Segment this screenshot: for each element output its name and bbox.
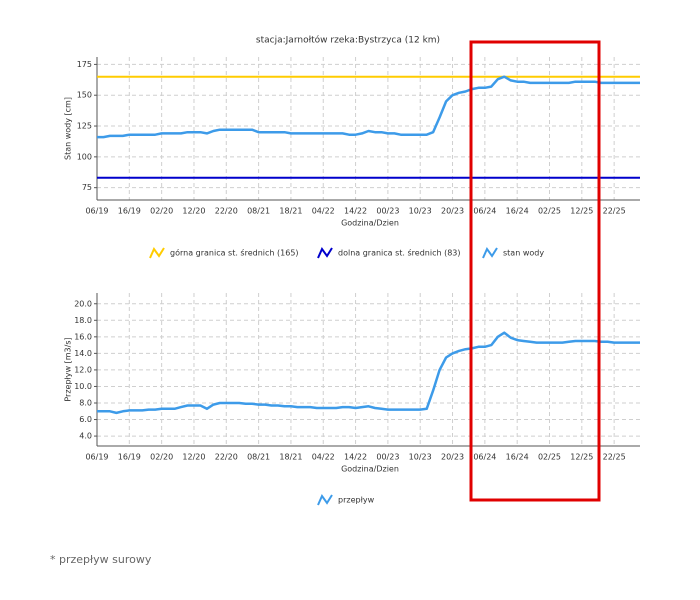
y-tick-label: 16.0 <box>74 332 92 341</box>
y-axis-label: Stan wody [cm] <box>64 97 73 160</box>
x-tick-label: 02/25 <box>538 207 561 216</box>
x-tick-label: 06/19 <box>85 207 108 216</box>
legend-label: dolna granica st. średnich (83) <box>338 248 461 258</box>
x-tick-label: 22/25 <box>603 453 626 462</box>
y-tick-label: 20.0 <box>74 299 92 308</box>
x-tick-label: 16/19 <box>118 207 141 216</box>
legend-icon <box>149 246 165 259</box>
legend-icon <box>482 246 498 259</box>
y-axis-label: Przepływ [m3/s] <box>64 337 73 401</box>
x-tick-label: 16/19 <box>118 453 141 462</box>
data-line <box>97 75 640 139</box>
y-tick-label: 14.0 <box>74 349 92 358</box>
x-tick-label: 10/23 <box>409 207 432 216</box>
y-tick-label: 175 <box>77 60 92 69</box>
x-tick-label: 12/20 <box>182 207 205 216</box>
x-tick-label: 08/21 <box>247 207 270 216</box>
x-tick-label: 14/22 <box>344 207 367 216</box>
x-tick-label: 16/24 <box>506 207 529 216</box>
x-tick-label: 12/20 <box>182 453 205 462</box>
x-tick-label: 10/23 <box>409 453 432 462</box>
x-tick-label: 18/21 <box>279 207 302 216</box>
x-tick-label: 20/23 <box>441 207 464 216</box>
x-tick-label: 00/23 <box>376 207 399 216</box>
x-tick-label: 12/25 <box>570 453 593 462</box>
x-tick-label: 22/25 <box>603 207 626 216</box>
x-tick-label: 04/22 <box>312 453 335 462</box>
x-tick-label: 06/24 <box>473 207 496 216</box>
legend-label: górna granica st. średnich (165) <box>170 248 299 258</box>
x-tick-label: 16/24 <box>506 453 529 462</box>
chart-title: stacja:Jarnołtów rzeka:Bystrzyca (12 km) <box>256 35 440 46</box>
x-tick-label: 02/20 <box>150 453 173 462</box>
y-tick-label: 18.0 <box>74 316 92 325</box>
data-line <box>97 331 640 415</box>
y-tick-label: 8.0 <box>79 398 92 407</box>
x-tick-label: 12/25 <box>570 207 593 216</box>
y-tick-label: 100 <box>77 152 92 161</box>
x-tick-label: 08/21 <box>247 453 270 462</box>
legend-icon <box>317 246 333 259</box>
x-tick-label: 14/22 <box>344 453 367 462</box>
x-tick-label: 06/24 <box>473 453 496 462</box>
x-tick-label: 22/20 <box>215 453 238 462</box>
x-tick-label: 02/25 <box>538 453 561 462</box>
y-tick-label: 6.0 <box>79 415 92 424</box>
y-tick-label: 125 <box>77 122 92 131</box>
legend-label: przepływ <box>338 496 375 505</box>
x-axis-label: Godzina/Dzien <box>341 465 399 474</box>
y-tick-label: 75 <box>82 183 92 192</box>
x-tick-label: 18/21 <box>279 453 302 462</box>
legend-icon <box>317 493 333 506</box>
x-tick-label: 04/22 <box>312 207 335 216</box>
y-tick-label: 150 <box>77 91 92 100</box>
x-tick-label: 06/19 <box>85 453 108 462</box>
x-tick-label: 22/20 <box>215 207 238 216</box>
x-axis-label: Godzina/Dzien <box>341 219 399 228</box>
y-tick-label: 10.0 <box>74 382 92 391</box>
footnote: * przepływ surowy <box>50 553 152 566</box>
x-tick-label: 20/23 <box>441 453 464 462</box>
highlight-box <box>469 40 601 502</box>
x-tick-label: 00/23 <box>376 453 399 462</box>
y-tick-label: 4.0 <box>79 432 92 441</box>
x-tick-label: 02/20 <box>150 207 173 216</box>
legend-label: stan wody <box>503 249 544 258</box>
y-tick-label: 12.0 <box>74 365 92 374</box>
